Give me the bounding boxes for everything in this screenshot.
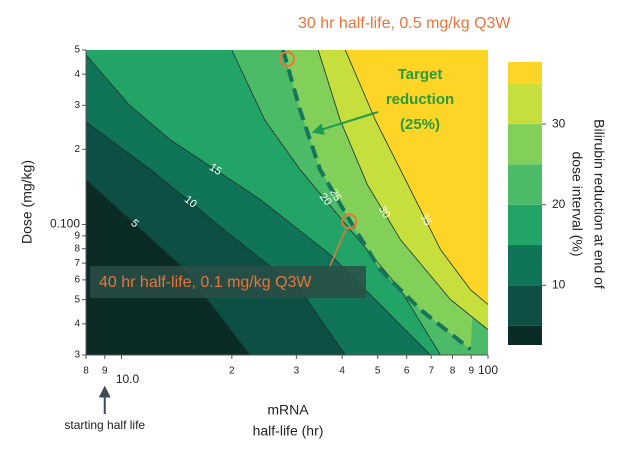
x-tick-label: 9 <box>102 366 108 377</box>
contour-line <box>86 54 431 355</box>
contour-line <box>231 50 441 355</box>
x-tick-label: 10.0 <box>116 372 140 386</box>
target-arrow <box>311 111 379 135</box>
x-tick-label: 4 <box>339 366 345 377</box>
y-tick-label: 0.100 <box>50 217 80 231</box>
colorbar-band <box>508 325 542 345</box>
colorbar-band <box>508 285 542 326</box>
colorbar-band <box>508 83 542 125</box>
x-tick-label: 8 <box>450 366 456 377</box>
x-tick-label: 5 <box>375 366 381 377</box>
contour-line <box>281 50 472 351</box>
contour-label: 10 <box>182 194 199 211</box>
annotation-text: 30 hr half-life, 0.5 mg/kg Q3W <box>298 15 511 32</box>
x-tick-label: 7 <box>428 366 434 377</box>
annotation-text: 40 hr half-life, 0.1 mg/kg Q3W <box>99 274 312 291</box>
x-tick-label: 9 <box>468 366 474 377</box>
annotation-box <box>90 266 366 298</box>
colorbar-tick-label: 10 <box>552 278 566 292</box>
target-label: Target <box>398 66 443 83</box>
contour-line <box>344 50 488 305</box>
colorbar-band <box>508 164 542 205</box>
target-label: reduction <box>386 91 454 108</box>
x-tick-label: 3 <box>294 366 300 377</box>
contour-line <box>317 50 488 331</box>
contour-label: 15 <box>207 161 224 178</box>
y-tick-label: 4 <box>74 69 80 80</box>
contour-region <box>345 50 488 305</box>
colorbar-title: dose interval (%) <box>569 151 585 256</box>
x-axis-title: mRNA <box>267 402 309 418</box>
y-tick-label: 3 <box>74 350 80 361</box>
y-tick-label: 3 <box>74 100 80 111</box>
contour-label: 25 <box>327 187 344 204</box>
x-tick-label: 2 <box>229 366 235 377</box>
y-tick-label: 9 <box>74 231 80 242</box>
colorbar-band <box>508 204 542 246</box>
annotation-marker <box>279 51 296 68</box>
y-tick-label: 8 <box>74 243 80 254</box>
colorbar-tick-label: 20 <box>552 197 566 211</box>
x-tick-label: 100 <box>478 363 498 377</box>
contour-line <box>86 121 346 355</box>
y-tick-label: 4 <box>74 318 80 329</box>
y-tick-label: 6 <box>74 274 80 285</box>
contour-label: 35 <box>417 211 433 227</box>
colorbar-tick-label: 30 <box>552 116 566 130</box>
x-axis-title: half-life (hr) <box>253 423 324 439</box>
colorbar-band <box>508 245 542 286</box>
y-tick-label: 5 <box>74 45 80 56</box>
y-tick-label: 2 <box>74 144 80 155</box>
y-axis-title: Dose (mg/kg) <box>19 160 35 244</box>
colorbar-title: Bilirubin reduction at end of <box>591 119 607 289</box>
x-tick-label: 6 <box>404 366 410 377</box>
contour-label: 30 <box>376 204 393 221</box>
colorbar-band <box>508 62 542 84</box>
annotation-marker <box>341 213 358 230</box>
colorbar-band <box>508 124 542 165</box>
annotation-leader <box>329 227 347 267</box>
starting-label: starting half life <box>64 418 145 432</box>
x-tick-label: 8 <box>83 366 89 377</box>
target-label: (25%) <box>400 116 440 133</box>
y-tick-label: 7 <box>74 258 80 269</box>
y-tick-label: 5 <box>74 294 80 305</box>
